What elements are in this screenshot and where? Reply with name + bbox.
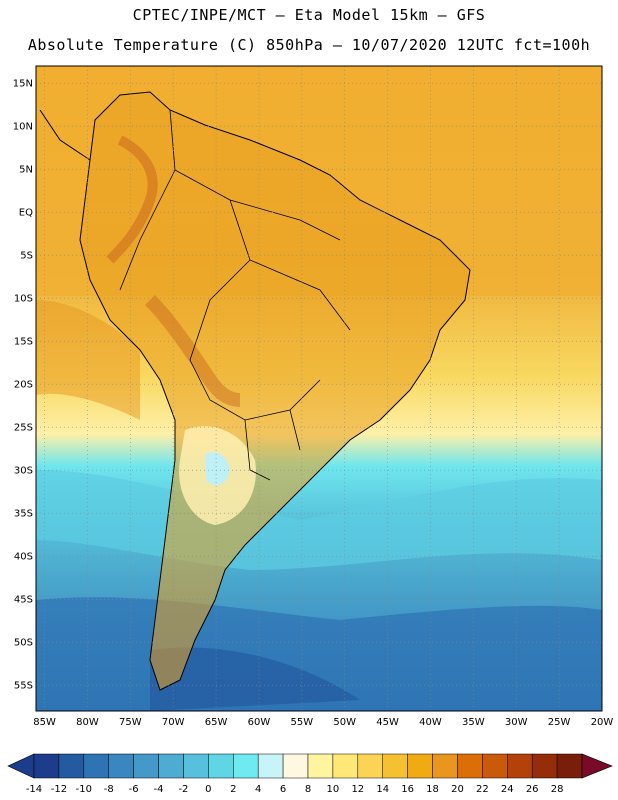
colorbar-swatch (58, 753, 85, 779)
colorbar-label: -2 (178, 784, 188, 795)
colorbar-label: 26 (526, 784, 539, 795)
lon-label: 60W (248, 717, 271, 728)
colorbar-label: 24 (501, 784, 514, 795)
lat-label: 35S (14, 509, 33, 520)
colorbar-swatch (133, 753, 159, 779)
lon-label: 30W (505, 717, 528, 728)
lat-label: 5S (20, 251, 33, 262)
lon-label: 20W (591, 717, 614, 728)
lon-label: 35W (462, 717, 485, 728)
colorbar-label: -6 (129, 784, 139, 795)
colorbar-label: 14 (376, 784, 389, 795)
colorbar-label: 0 (205, 784, 211, 795)
lat-label: 20S (14, 380, 33, 391)
colorbar-label: 6 (280, 784, 286, 795)
colorbar-label: 10 (327, 784, 340, 795)
colorbar-swatch (432, 753, 458, 779)
lat-label: 15S (14, 337, 33, 348)
colorbar-swatch (108, 753, 134, 779)
map-title-line2: Absolute Temperature (C) 850hPa – 10/07/… (27, 36, 591, 54)
colorbar-label: 22 (476, 784, 489, 795)
lat-label: 55S (14, 681, 33, 692)
colorbar-swatch (556, 753, 583, 779)
colorbar-labels: -14 -12 -10 -8 -6 -4 -2 0 2 4 6 8 10 12 14 16 18 20 22 24 26… (26, 784, 564, 795)
lat-label: 15N (13, 79, 33, 90)
lat-label: 40S (14, 552, 33, 563)
map-title-line1: CPTEC/INPE/MCT – Eta Model 15km – GFS (132, 6, 486, 24)
colorbar-label: 12 (351, 784, 364, 795)
lon-label: 75W (119, 717, 142, 728)
lon-label: 45W (376, 717, 399, 728)
lon-label: 65W (205, 717, 228, 728)
lat-label: 10S (14, 294, 33, 305)
colorbar-swatch (357, 753, 383, 779)
colorbar-swatch (233, 753, 259, 779)
colorbar-swatch (282, 753, 309, 779)
colorbar-swatch (531, 753, 558, 779)
colorbar-swatch (332, 753, 359, 779)
colorbar-swatch (457, 753, 483, 779)
map-frame (35, 65, 603, 712)
longitude-labels: 85W 80W 75W 70W 65W 60W 55W 50W 45W 40W 35W 30W 25W 2… (33, 717, 613, 728)
lon-label: 85W (33, 717, 56, 728)
colorbar-swatch (507, 753, 533, 779)
lat-label: 25S (14, 423, 33, 434)
colorbar-swatch (183, 753, 209, 779)
lon-label: 80W (76, 717, 99, 728)
lat-label: EQ (19, 208, 33, 219)
colorbar-label: 18 (426, 784, 439, 795)
south-america-landmass (80, 92, 470, 690)
colorbar-min-arrow (7, 753, 35, 779)
colorbar-swatch (208, 753, 234, 779)
colorbar-swatch (158, 753, 184, 779)
colorbar-swatch (257, 753, 284, 779)
lon-label: 50W (333, 717, 356, 728)
colorbar-label: 2 (230, 784, 236, 795)
lat-label: 45S (14, 595, 33, 606)
colorbar-label: -10 (76, 784, 92, 795)
lon-label: 25W (548, 717, 571, 728)
colorbar-swatch (83, 753, 109, 779)
colorbar-swatch (482, 753, 508, 779)
colorbar-label: 8 (305, 784, 311, 795)
colorbar-swatch (33, 753, 60, 779)
colorbar-max-arrow (581, 753, 613, 779)
lat-label: 50S (14, 638, 33, 649)
lon-label: 40W (419, 717, 442, 728)
colorbar-label: -4 (154, 784, 164, 795)
colorbar-label: 28 (551, 784, 564, 795)
temperature-field (36, 66, 602, 711)
colorbar-label: 16 (401, 784, 414, 795)
colorbar-label: -14 (26, 784, 42, 795)
lat-label: 10N (13, 122, 33, 133)
colorbar-label: -12 (51, 784, 67, 795)
colorbar-label: 20 (451, 784, 464, 795)
latitude-labels: 15N 10N 5N EQ 5S 10S 15S 20S 25S 30S 35S 40S 45S 50S 5… (13, 79, 33, 692)
colorbar-swatch (307, 753, 334, 779)
colorbar-swatch (407, 753, 433, 779)
colorbar-swatch (382, 753, 408, 779)
lon-label: 55W (291, 717, 314, 728)
colorbar (7, 753, 613, 779)
colorbar-label: -8 (104, 784, 114, 795)
lat-label: 30S (14, 466, 33, 477)
colorbar-label: 4 (255, 784, 261, 795)
lon-label: 70W (162, 717, 185, 728)
lat-label: 5N (19, 165, 33, 176)
